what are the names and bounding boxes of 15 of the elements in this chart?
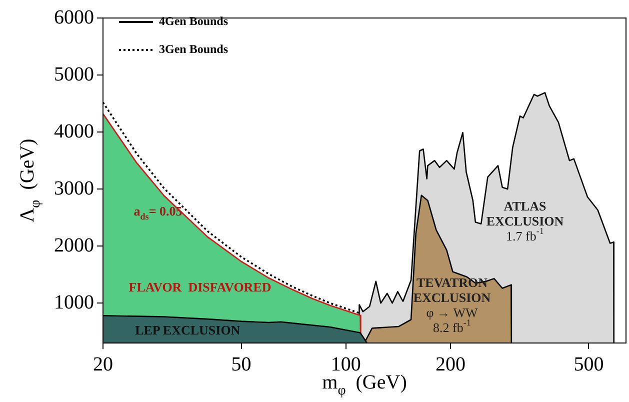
y-tick-label: 4000 bbox=[54, 120, 94, 142]
x-tick-label: 200 bbox=[435, 353, 466, 376]
annotation: FLAVOR DISFAVORED bbox=[128, 279, 272, 294]
y-tick-label: 2000 bbox=[54, 234, 94, 256]
x-tick-label: 20 bbox=[93, 353, 113, 376]
annotation: LEP EXCLUSION bbox=[135, 322, 241, 338]
legend-label: 3Gen Bounds bbox=[159, 42, 228, 56]
y-tick-label: 1000 bbox=[54, 291, 94, 314]
y-tick-label: 3000 bbox=[54, 177, 94, 200]
y-tick-label: 6000 bbox=[54, 6, 94, 28]
y-axis-title: Λφ (GeV) bbox=[16, 138, 44, 222]
y-tick-label: 5000 bbox=[54, 63, 94, 86]
x-tick-label: 500 bbox=[574, 353, 604, 376]
x-tick-label: 50 bbox=[231, 353, 252, 376]
x-tick-label: 100 bbox=[330, 353, 361, 376]
